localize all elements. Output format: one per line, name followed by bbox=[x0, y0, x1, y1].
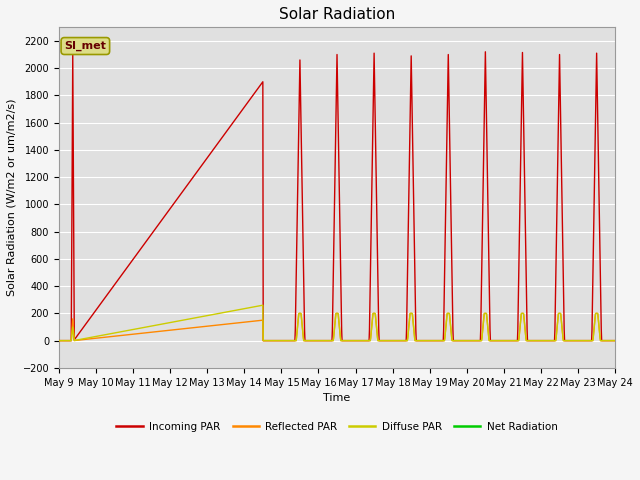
Legend: Incoming PAR, Reflected PAR, Diffuse PAR, Net Radiation: Incoming PAR, Reflected PAR, Diffuse PAR… bbox=[113, 417, 562, 436]
Y-axis label: Solar Radiation (W/m2 or um/m2/s): Solar Radiation (W/m2 or um/m2/s) bbox=[7, 99, 17, 296]
Text: SI_met: SI_met bbox=[65, 41, 106, 51]
X-axis label: Time: Time bbox=[323, 393, 351, 403]
Title: Solar Radiation: Solar Radiation bbox=[279, 7, 395, 22]
